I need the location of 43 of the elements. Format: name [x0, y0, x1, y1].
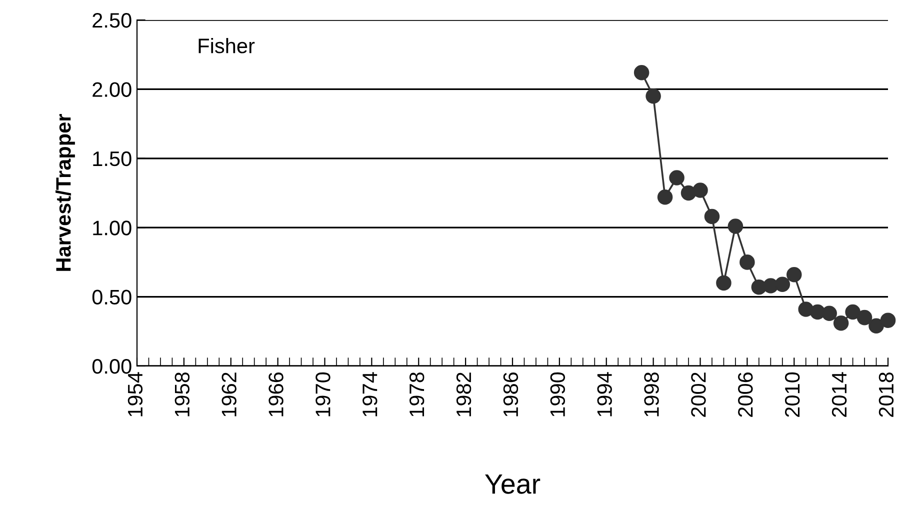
x-tick-label: 2006 — [738, 372, 753, 417]
point — [868, 318, 884, 334]
x-tick-label: 1954 — [128, 372, 143, 416]
x-tick-label: 1966 — [268, 372, 284, 416]
point — [740, 254, 755, 270]
x-tick-label: 1994 — [597, 372, 612, 416]
x-tick-label: 1978 — [409, 372, 424, 416]
x-tick-label: 1990 — [550, 372, 566, 416]
x-tick-label: 1986 — [503, 372, 518, 416]
point — [646, 88, 661, 104]
x-tick-label: 1962 — [222, 372, 236, 416]
y-tick-label: 0.00 — [92, 359, 132, 374]
y-tick-label: 2.50 — [92, 13, 132, 28]
point — [728, 218, 744, 234]
annotation: Fisher — [198, 38, 255, 54]
y-tick-label: 1.50 — [93, 151, 132, 166]
x-tick-label: 1958 — [174, 372, 190, 416]
y-tick-label: 0.50 — [92, 290, 132, 305]
x-tick-label: 2010 — [784, 372, 800, 417]
point — [669, 170, 684, 186]
point — [856, 310, 872, 326]
point — [845, 304, 860, 320]
point — [774, 276, 790, 292]
point — [634, 64, 650, 80]
y-tick-label: 2.00 — [92, 82, 132, 97]
point — [833, 315, 849, 331]
x-axis-title: Year — [485, 474, 540, 494]
point — [822, 306, 837, 322]
point — [716, 275, 732, 291]
point — [692, 182, 708, 198]
x-tick-label: 2018 — [878, 372, 894, 417]
point — [657, 190, 673, 205]
x-tick-label: 2014 — [832, 372, 847, 417]
x-tick-label: 1970 — [316, 372, 330, 416]
point — [704, 208, 720, 224]
y-tick-label: 1.00 — [93, 220, 132, 236]
point — [786, 267, 802, 282]
y-axis-title: Harvest/Trapper — [56, 114, 75, 271]
x-tick-label: 2002 — [691, 372, 706, 417]
x-tick-label: 1982 — [456, 372, 472, 416]
x-tick-label: 1998 — [644, 372, 659, 416]
x-tick-label: 1974 — [362, 372, 378, 416]
point — [880, 312, 896, 328]
